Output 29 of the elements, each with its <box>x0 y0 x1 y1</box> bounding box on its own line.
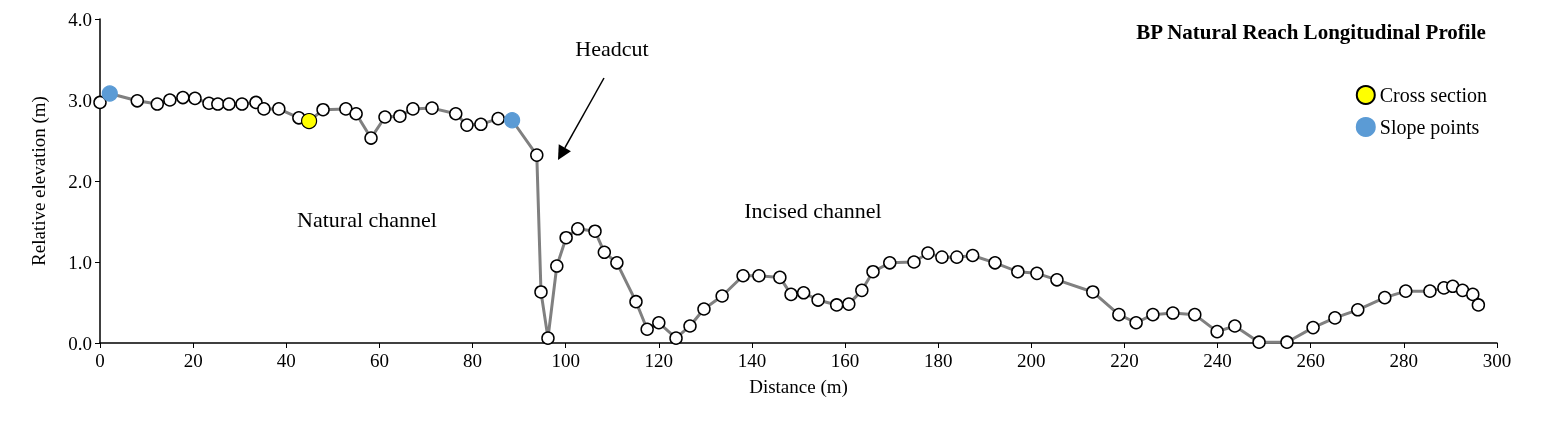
annotation: Natural channel <box>297 206 437 232</box>
x-tick-label: 160 <box>830 350 860 371</box>
x-tick-label: 60 <box>369 350 389 371</box>
legend-label: Cross section <box>1379 84 1487 106</box>
x-tick-label: 40 <box>276 350 296 371</box>
x-tick-label: 120 <box>644 350 674 371</box>
x-tick-label: 0 <box>95 350 105 371</box>
y-tick-label: 1.0 <box>68 251 92 273</box>
legend-label: Slope points <box>1379 116 1480 139</box>
y-tick-label: 2.0 <box>68 170 92 192</box>
x-tick-label: 280 <box>1389 350 1419 371</box>
annotation: Incised channel <box>744 197 882 223</box>
x-axis-title: Distance (m) <box>749 376 848 398</box>
x-tick-label: 100 <box>551 350 580 371</box>
annotation: Headcut <box>575 35 649 61</box>
x-tick-label: 220 <box>1110 350 1139 371</box>
x-tick-label: 200 <box>1017 350 1046 371</box>
x-tick-label: 300 <box>1482 350 1512 371</box>
x-tick-label: 80 <box>463 350 483 371</box>
x-tick-label: 20 <box>183 350 203 371</box>
x-tick-label: 140 <box>737 350 767 371</box>
x-tick-label: 180 <box>923 350 953 371</box>
x-tick-label: 260 <box>1296 350 1325 371</box>
y-tick-label: 3.0 <box>68 89 92 111</box>
y-tick-label: 0.0 <box>68 332 92 354</box>
y-axis-title: Relative elevation (m) <box>28 96 50 266</box>
chart-title: BP Natural Reach Longitudinal Profile <box>1136 19 1486 44</box>
x-tick-label: 240 <box>1203 350 1232 371</box>
y-tick-label: 4.0 <box>68 8 92 30</box>
